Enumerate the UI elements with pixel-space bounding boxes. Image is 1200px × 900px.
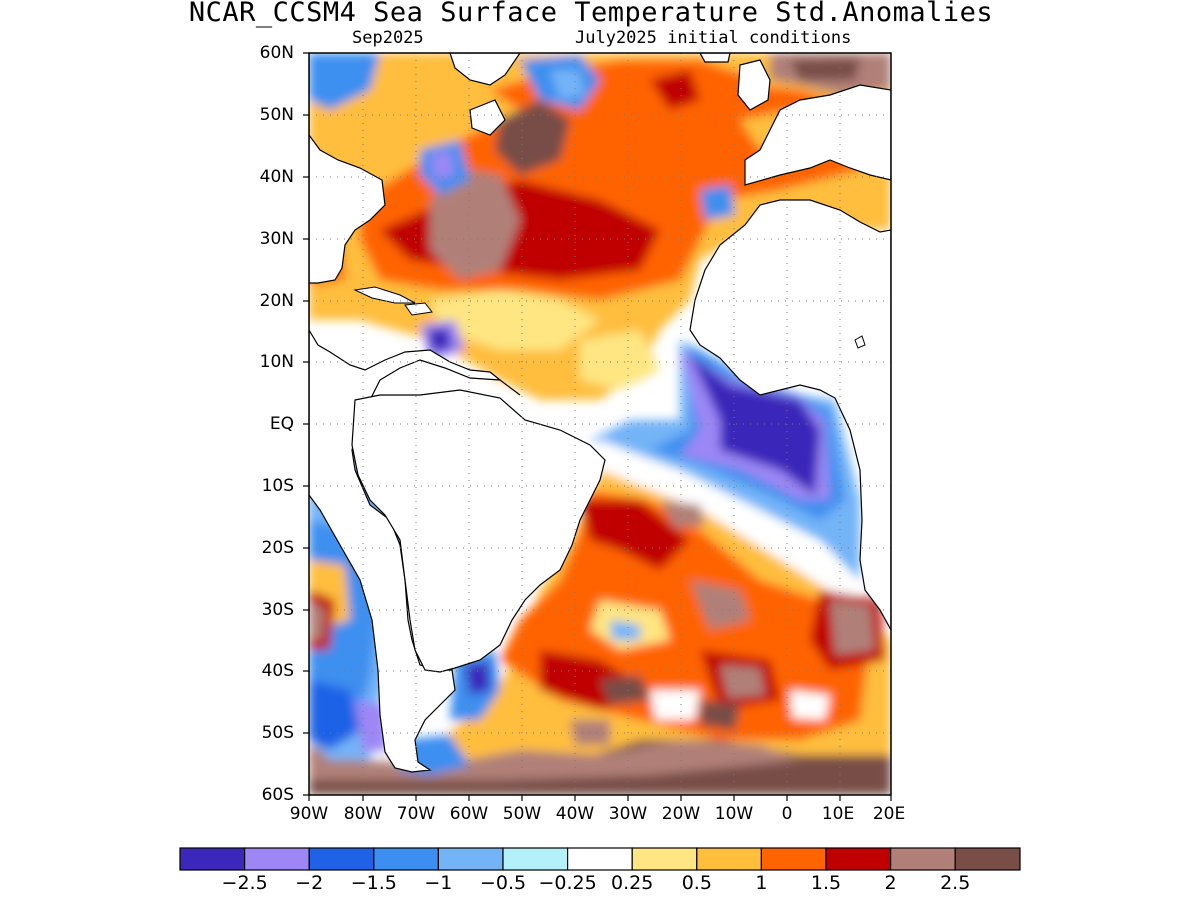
europe (744, 84, 891, 186)
lat-label: 30S (261, 600, 294, 620)
map-title: NCAR_CCSM4 Sea Surface Temperature Std.A… (188, 0, 994, 28)
greenland (449, 53, 521, 86)
colorbar-swatch (308, 847, 375, 871)
lat-label: 50N (259, 105, 294, 125)
lon-label: 60W (449, 804, 489, 824)
lon-label: 0 (781, 804, 793, 824)
grid-lines (309, 53, 891, 795)
lat-label: 20S (261, 538, 294, 558)
lat-label: 10N (259, 352, 294, 372)
lon-label: 50W (502, 804, 542, 824)
lon-label: 40W (555, 804, 595, 824)
colorbar-tick-label: 1.5 (810, 872, 842, 894)
lat-label: 40S (261, 661, 294, 681)
south-america (351, 389, 606, 673)
colorbar-swatch (825, 847, 892, 871)
forecast-month: Sep2025 (352, 28, 424, 48)
colorbar-tick-label: 0.5 (681, 872, 712, 894)
lat-label: 10S (261, 476, 294, 496)
colorbar-tick-label: 2 (884, 872, 897, 894)
lat-label: 60N (259, 43, 294, 63)
north-america (309, 53, 521, 773)
lat-label: 60S (261, 785, 294, 805)
colorbar-tick-label: −0.5 (479, 872, 527, 894)
colorbar-tick-label: 1 (755, 872, 768, 894)
axis-ticks (303, 52, 892, 801)
lon-label: 90W (289, 804, 329, 824)
continents (309, 53, 891, 773)
lon-label: 70W (396, 804, 436, 824)
colorbar-tick-label: 2.5 (940, 872, 971, 894)
colorbar-tick-label: −1 (424, 872, 453, 894)
colorbar (179, 847, 1021, 871)
british-isles (737, 59, 771, 111)
colorbar-swatch (566, 847, 633, 871)
colorbar-tick-label: 0.25 (611, 872, 654, 894)
colorbar-swatch (179, 847, 246, 871)
lon-label: 20E (872, 804, 906, 824)
lat-label: 40N (259, 167, 294, 187)
colorbar-swatch (889, 847, 956, 871)
colorbar-swatch (631, 847, 698, 871)
colorbar-tick-label: −2.5 (221, 872, 268, 894)
colorbar-swatch (373, 847, 439, 871)
lon-label: 80W (343, 804, 383, 824)
anomaly-field (309, 53, 891, 795)
lon-label: 30W (608, 804, 648, 824)
africa (689, 199, 891, 631)
lon-label: 10E (821, 804, 855, 824)
colorbar-swatch (696, 847, 762, 871)
cuba (353, 286, 416, 304)
lat-label: EQ (269, 414, 294, 434)
newfoundland (469, 99, 506, 136)
colorbar-swatch (954, 847, 1021, 871)
colorbar-tick-label: −0.25 (538, 872, 597, 894)
colorbar-swatch (760, 847, 827, 871)
lon-label: 20W (661, 804, 701, 824)
colorbar-tick-label: −2 (295, 872, 324, 894)
iceland (699, 53, 731, 63)
lon-label: 10W (714, 804, 754, 824)
colorbar-tick-label: −1.5 (350, 872, 397, 894)
colorbar-swatch (502, 847, 569, 871)
lat-label: 50S (261, 723, 294, 743)
colorbar-swatch (437, 847, 504, 871)
lat-label: 20N (259, 291, 294, 311)
colorbar-swatch (244, 847, 310, 871)
hispaniola (404, 302, 433, 316)
initial-conditions: July2025 initial conditions (575, 28, 852, 48)
madagascar-hint (854, 335, 866, 349)
lat-label: 30N (259, 229, 294, 249)
